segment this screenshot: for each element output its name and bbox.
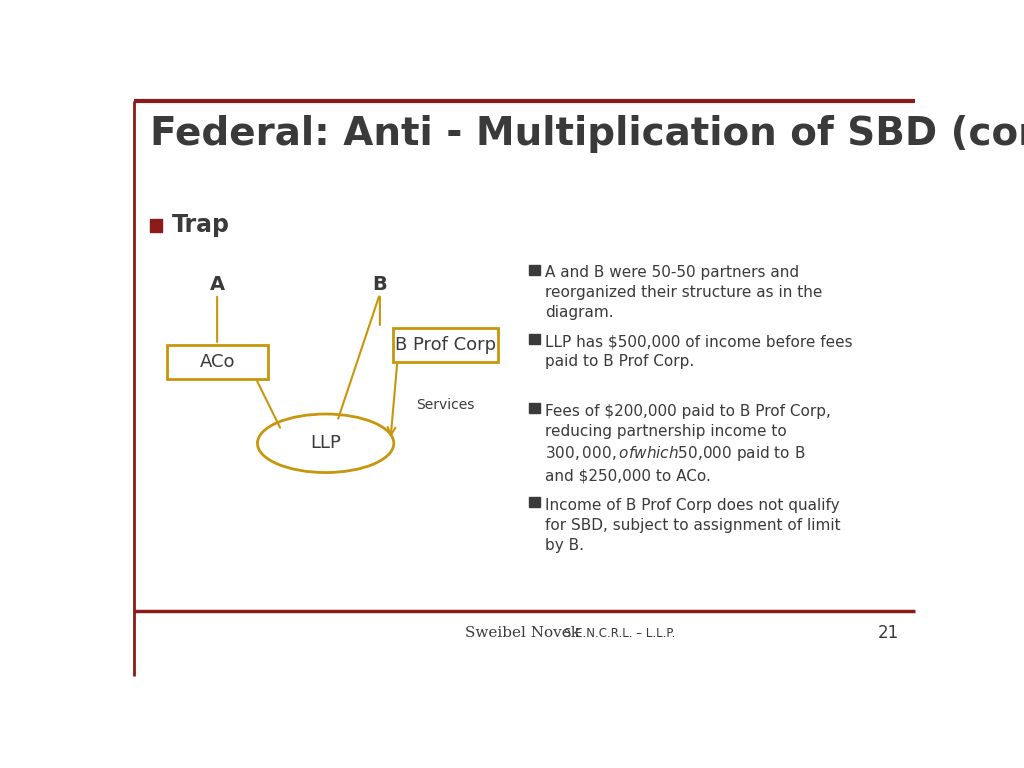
Text: Services: Services bbox=[417, 398, 475, 412]
FancyBboxPatch shape bbox=[393, 328, 498, 362]
Text: ACo: ACo bbox=[200, 353, 234, 371]
Text: Income of B Prof Corp does not qualify
for SBD, subject to assignment of limit
b: Income of B Prof Corp does not qualify f… bbox=[545, 498, 841, 552]
Bar bbox=[150, 219, 162, 231]
Text: Federal: Anti - Multiplication of SBD (cont'd): Federal: Anti - Multiplication of SBD (c… bbox=[150, 115, 1024, 154]
Text: S.E.N.C.R.L. – L.L.P.: S.E.N.C.R.L. – L.L.P. bbox=[563, 627, 675, 640]
Text: Fees of $200,000 paid to B Prof Corp,
reducing partnership income to
$300,000, o: Fees of $200,000 paid to B Prof Corp, re… bbox=[545, 404, 830, 483]
FancyBboxPatch shape bbox=[167, 345, 267, 379]
Bar bbox=[529, 334, 540, 344]
Text: A: A bbox=[210, 275, 224, 294]
Ellipse shape bbox=[257, 414, 394, 472]
Bar bbox=[529, 498, 540, 508]
Text: LLP has $500,000 of income before fees
paid to B Prof Corp.: LLP has $500,000 of income before fees p… bbox=[545, 335, 853, 369]
Bar bbox=[529, 403, 540, 413]
Text: Sweibel Novek: Sweibel Novek bbox=[465, 627, 581, 641]
Text: LLP: LLP bbox=[310, 434, 341, 452]
Text: B: B bbox=[373, 275, 387, 294]
Text: Trap: Trap bbox=[171, 213, 229, 237]
Text: 21: 21 bbox=[878, 624, 899, 643]
Bar bbox=[529, 265, 540, 275]
Text: B Prof Corp: B Prof Corp bbox=[395, 336, 497, 354]
Text: A and B were 50-50 partners and
reorganized their structure as in the
diagram.: A and B were 50-50 partners and reorgani… bbox=[545, 266, 822, 320]
